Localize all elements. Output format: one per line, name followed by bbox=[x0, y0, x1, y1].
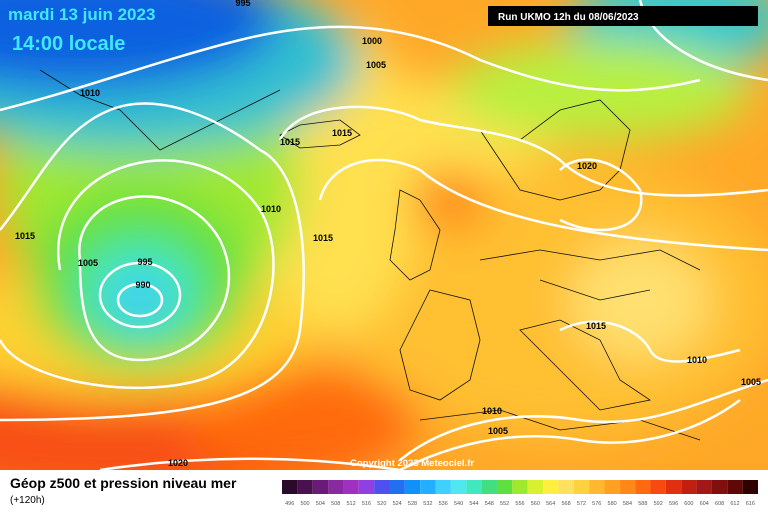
colorbar-label: 524 bbox=[393, 501, 402, 507]
colorbar-swatch bbox=[742, 480, 758, 494]
colorbar-label: 592 bbox=[654, 501, 663, 507]
coastlines bbox=[39, 69, 701, 441]
colorbar-swatch bbox=[512, 480, 528, 494]
isobar-label: 995 bbox=[235, 0, 250, 8]
colorbar-swatch bbox=[496, 480, 513, 494]
colorbar-swatch bbox=[282, 480, 298, 494]
colorbar-label: 532 bbox=[423, 501, 432, 507]
isobar-label: 1010 bbox=[261, 204, 281, 214]
legend-title: Géop z500 et pression niveau mer bbox=[10, 475, 237, 491]
colorbar-swatch bbox=[389, 480, 405, 494]
colorbar-swatch bbox=[727, 480, 743, 494]
colorbar-swatch bbox=[312, 480, 329, 494]
copyright: Copyright 2023 Meteociel.fr bbox=[350, 458, 474, 469]
colorbar-label: 548 bbox=[485, 501, 494, 507]
date: mardi 13 juin 2023 bbox=[8, 5, 155, 24]
isobar-label: 1020 bbox=[577, 161, 597, 171]
isobar-label: 1010 bbox=[80, 88, 100, 98]
colorbar-label: 500 bbox=[300, 501, 309, 507]
colorbar-label: 568 bbox=[561, 501, 570, 507]
isobars bbox=[0, 0, 768, 470]
colorbar-label: 512 bbox=[347, 501, 356, 507]
colorbar-label: 580 bbox=[608, 501, 617, 507]
colorbar-label: 584 bbox=[623, 501, 632, 507]
colorbar-label: 604 bbox=[700, 501, 709, 507]
colorbar-label: 508 bbox=[331, 501, 340, 507]
colorbar-label: 588 bbox=[638, 501, 647, 507]
isobar-label: 1015 bbox=[15, 231, 35, 241]
colorbar-label: 516 bbox=[362, 501, 371, 507]
time: 14:00 locale bbox=[12, 33, 125, 55]
isobar-label: 1015 bbox=[280, 137, 300, 147]
colorbar-swatch bbox=[635, 480, 651, 494]
colorbar-label: 520 bbox=[377, 501, 386, 507]
isobar-label: 1005 bbox=[488, 426, 508, 436]
colorbar-swatch bbox=[681, 480, 697, 494]
colorbar-label: 616 bbox=[746, 501, 755, 507]
colorbar-label: 564 bbox=[546, 501, 555, 507]
isobar-label: 1010 bbox=[482, 406, 502, 416]
colorbar-label: 544 bbox=[469, 501, 478, 507]
colorbar-label: 536 bbox=[439, 501, 448, 507]
colorbar-label: 504 bbox=[316, 501, 325, 507]
colorbar-label: 576 bbox=[592, 501, 601, 507]
colorbar-swatch bbox=[665, 480, 682, 494]
colorbar-label: 496 bbox=[285, 501, 294, 507]
isobar-label: 995 bbox=[137, 257, 152, 267]
colorbar-swatch bbox=[328, 480, 344, 494]
isobar-label: 1020 bbox=[168, 458, 188, 468]
isobar-label: 1005 bbox=[741, 377, 761, 387]
colorbar-swatch bbox=[420, 480, 436, 494]
colorbar-swatch bbox=[543, 480, 559, 494]
colorbar-label: 596 bbox=[669, 501, 678, 507]
colorbar-swatch bbox=[589, 480, 605, 494]
colorbar-swatch bbox=[650, 480, 666, 494]
colorbar-swatch bbox=[450, 480, 467, 494]
isobar-label: 1015 bbox=[586, 321, 606, 331]
colorbar-label: 528 bbox=[408, 501, 417, 507]
isobar-label: 990 bbox=[135, 280, 150, 290]
colorbar-swatch bbox=[604, 480, 620, 494]
isobar-label: 1000 bbox=[362, 36, 382, 46]
colorbar-swatch bbox=[527, 480, 544, 494]
isobar-label: 1005 bbox=[78, 258, 98, 268]
colorbar-swatch bbox=[374, 480, 390, 494]
colorbar-label: 608 bbox=[715, 501, 724, 507]
colorbar-label: 552 bbox=[500, 501, 509, 507]
isobar-label: 1015 bbox=[332, 128, 352, 138]
colorbar-swatch bbox=[466, 480, 482, 494]
colorbar-swatch bbox=[696, 480, 712, 494]
colorbar-swatch bbox=[481, 480, 497, 494]
colorbar-swatch bbox=[358, 480, 375, 494]
field bbox=[0, 0, 768, 470]
run-box bbox=[488, 6, 758, 26]
colorbar-label: 560 bbox=[531, 501, 540, 507]
colorbar-swatch bbox=[558, 480, 574, 494]
colorbar-label: 540 bbox=[454, 501, 463, 507]
colorbar-swatch bbox=[435, 480, 451, 494]
colorbar-swatch bbox=[404, 480, 421, 494]
colorbar-swatch bbox=[573, 480, 590, 494]
colorbar-label: 600 bbox=[684, 501, 693, 507]
colorbar-swatch bbox=[343, 480, 359, 494]
run-info: Run UKMO 12h du 08/06/2023 bbox=[498, 12, 639, 23]
colorbar-swatch bbox=[711, 480, 728, 494]
colorbar-label: 572 bbox=[577, 501, 586, 507]
colorbar-swatch bbox=[619, 480, 636, 494]
isobar-label: 1015 bbox=[313, 233, 333, 243]
colorbar-swatch bbox=[297, 480, 313, 494]
legend-subtitle: (+120h) bbox=[10, 495, 45, 506]
colorbar-label: 612 bbox=[730, 501, 739, 507]
colorbar-label: 556 bbox=[515, 501, 524, 507]
isobar-label: 1010 bbox=[687, 355, 707, 365]
isobar-label: 1005 bbox=[366, 60, 386, 70]
